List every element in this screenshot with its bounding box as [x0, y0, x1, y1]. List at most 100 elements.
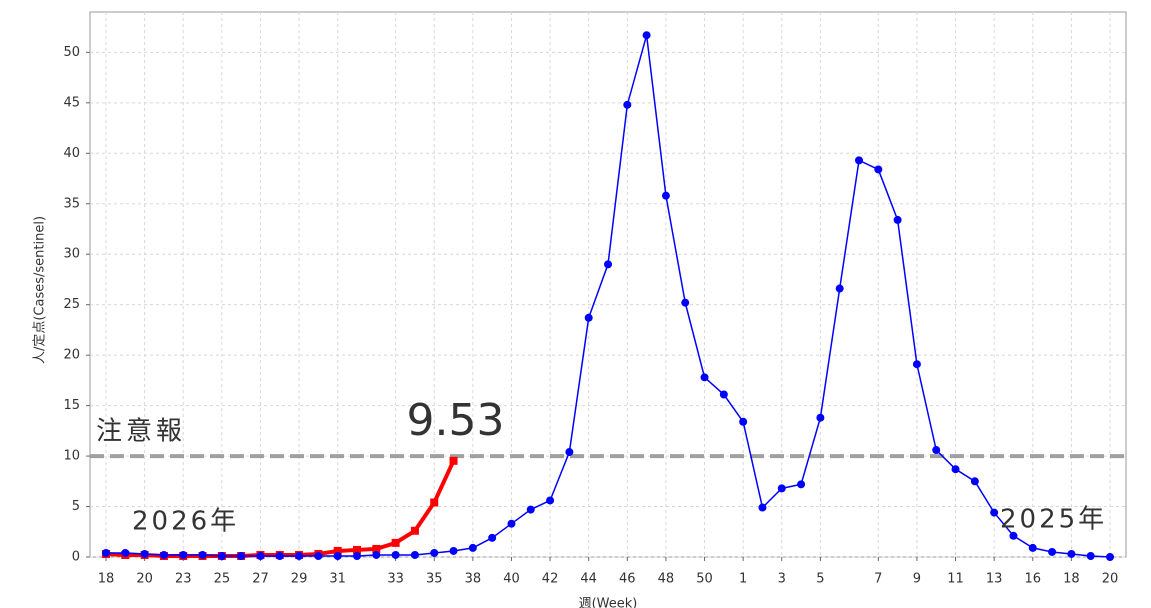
- data-point: [835, 284, 844, 293]
- data-point: [430, 498, 439, 507]
- data-point: [140, 549, 149, 558]
- data-point: [410, 526, 419, 535]
- data-point: [1028, 543, 1037, 552]
- data-point: [449, 546, 458, 555]
- data-point: [237, 551, 246, 560]
- x-tick-label: 31: [329, 572, 346, 587]
- data-point: [391, 550, 400, 559]
- x-tick-label: 44: [580, 572, 597, 587]
- x-axis-label: 週(Week): [579, 597, 638, 608]
- data-point: [758, 503, 767, 512]
- data-point: [932, 446, 941, 455]
- x-tick-label: 13: [986, 572, 1003, 587]
- y-tick-label: 5: [72, 499, 80, 514]
- data-point: [604, 260, 612, 269]
- data-point: [391, 538, 400, 547]
- data-point: [1086, 551, 1095, 560]
- data-point: [700, 373, 709, 382]
- data-point: [797, 480, 806, 489]
- data-point: [546, 496, 555, 505]
- y-axis-label: 人/定点(Cases/sentinel): [33, 216, 48, 364]
- y-tick-label: 25: [63, 297, 80, 312]
- x-tick-label: 48: [658, 572, 675, 587]
- data-point: [468, 543, 477, 552]
- data-point: [661, 191, 670, 200]
- x-tick-label: 18: [1063, 572, 1080, 587]
- data-point: [353, 545, 361, 554]
- x-tick-label: 23: [175, 572, 192, 587]
- data-point: [410, 550, 419, 559]
- x-tick-label: 1: [739, 572, 747, 587]
- x-tick-label: 33: [387, 572, 404, 587]
- y-tick-label: 35: [63, 196, 80, 211]
- data-point: [198, 550, 207, 559]
- data-point: [912, 360, 921, 369]
- plot-frame: [89, 11, 1127, 558]
- data-point: [970, 477, 979, 486]
- x-tick-label: 40: [503, 572, 520, 587]
- data-point: [1048, 547, 1057, 556]
- data-point: [507, 519, 516, 528]
- data-point: [893, 215, 902, 224]
- threshold-label: 注意報: [96, 417, 186, 447]
- x-tick-label: 35: [426, 572, 443, 587]
- data-point: [275, 551, 284, 560]
- y-tick-label: 0: [72, 550, 80, 565]
- data-point: [488, 533, 497, 542]
- series-line: [106, 35, 1111, 558]
- x-tick-label: 25: [214, 572, 231, 587]
- data-point: [681, 298, 690, 307]
- data-point: [295, 551, 304, 560]
- data-point: [584, 313, 593, 322]
- y-tick-label: 45: [63, 95, 80, 110]
- data-point: [777, 484, 786, 493]
- x-tick-label: 9: [913, 572, 921, 587]
- x-tick-label: 3: [778, 572, 786, 587]
- data-point: [372, 544, 381, 553]
- value-label: 9.53: [407, 395, 505, 446]
- data-point: [816, 413, 825, 422]
- data-point: [333, 546, 342, 555]
- data-point: [314, 551, 323, 560]
- data-point: [333, 551, 342, 560]
- x-tick-label: 27: [252, 572, 269, 587]
- x-tick-label: 11: [947, 572, 964, 587]
- data-point: [1106, 553, 1114, 561]
- x-tick-label: 16: [1024, 572, 1041, 587]
- data-point: [217, 551, 226, 560]
- y-tick-label: 10: [63, 449, 80, 464]
- data-point: [739, 417, 748, 426]
- data-point: [256, 551, 265, 560]
- x-tick-label: 29: [291, 572, 308, 587]
- data-point: [874, 165, 883, 174]
- data-point: [565, 448, 574, 457]
- x-tick-label: 20: [136, 572, 153, 587]
- y-tick-label: 40: [63, 146, 80, 161]
- data-point: [1009, 531, 1018, 540]
- x-tick-label: 7: [874, 572, 882, 587]
- data-point: [719, 390, 728, 399]
- data-point: [526, 505, 535, 514]
- x-tick-label: 42: [542, 572, 559, 587]
- x-tick-label: 50: [696, 572, 713, 587]
- data-point: [951, 465, 960, 474]
- series-label: 2025年: [1000, 505, 1107, 535]
- y-tick-label: 20: [63, 348, 80, 363]
- data-point: [121, 548, 130, 557]
- data-point: [449, 456, 458, 465]
- data-point: [1067, 549, 1076, 558]
- data-point: [990, 508, 999, 517]
- data-point: [642, 31, 651, 40]
- data-point: [102, 548, 110, 557]
- data-point: [623, 100, 632, 109]
- data-point: [372, 550, 381, 559]
- x-tick-label: 5: [816, 572, 824, 587]
- x-tick-label: 38: [465, 572, 482, 587]
- data-point: [430, 548, 439, 557]
- data-point: [353, 551, 361, 560]
- data-point: [159, 550, 168, 559]
- data-point: [855, 156, 863, 165]
- y-tick-label: 30: [63, 247, 80, 262]
- y-tick-label: 15: [63, 398, 80, 413]
